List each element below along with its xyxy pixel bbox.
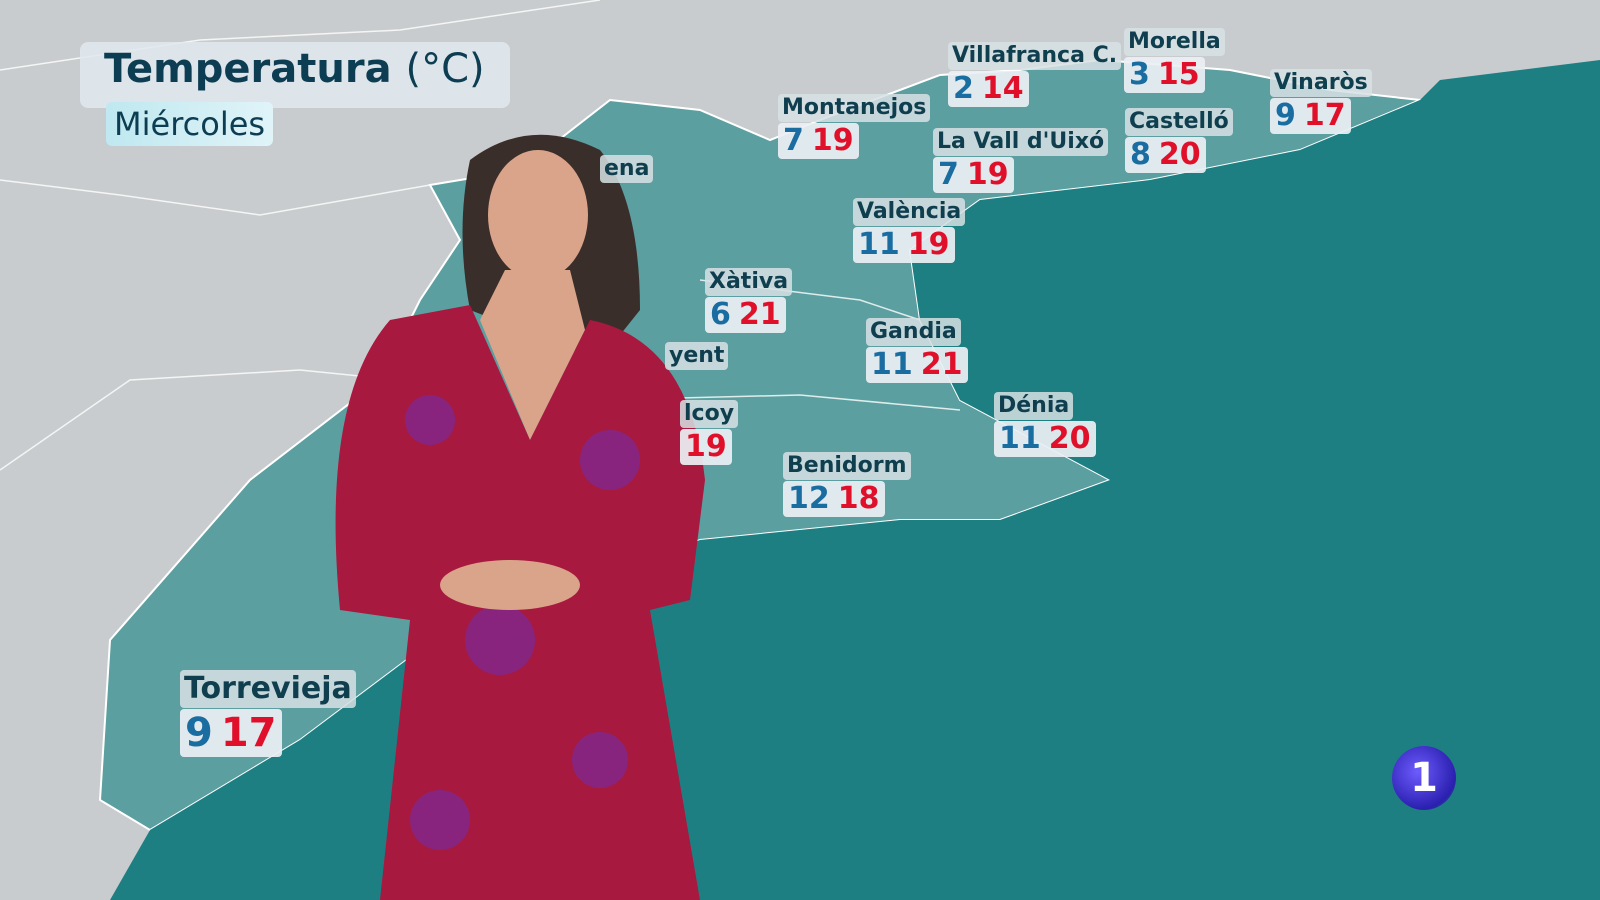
temperature-pair: 11 21: [866, 347, 968, 383]
city-name: Villafranca C.: [948, 42, 1122, 70]
city-name: Gandia: [866, 318, 961, 346]
temperature-pair: 6 21: [705, 297, 786, 333]
city-forecast: Xàtiva 6 21: [705, 268, 793, 333]
max-temp: 17: [1303, 98, 1346, 133]
city-name: Dénia: [994, 392, 1074, 420]
min-temp: 11: [871, 347, 913, 382]
dress-pattern: [405, 395, 640, 850]
city-name: Montanejos: [778, 94, 931, 122]
channel-logo: 1: [1392, 746, 1456, 810]
title-banner: Temperatura (°C): [80, 42, 510, 108]
max-temp: 18: [837, 481, 880, 516]
city-name: Xàtiva: [705, 268, 793, 296]
min-temp: 9: [185, 710, 213, 756]
city-forecast: Morella 3 15: [1124, 28, 1225, 93]
city-name: Benidorm: [783, 452, 911, 480]
max-temp: 21: [920, 347, 963, 382]
city-forecast: Montanejos 7 19: [778, 94, 931, 159]
max-temp: 20: [1048, 421, 1091, 456]
presenter-neck: [480, 270, 585, 440]
max-temp: 21: [738, 297, 781, 332]
min-temp: 8: [1130, 137, 1151, 172]
temperature-pair: 2 14: [948, 71, 1029, 107]
city-label-partial: yent: [665, 342, 729, 370]
min-temp: 11: [858, 227, 900, 262]
max-temp: 15: [1157, 57, 1200, 92]
city-forecast: Vinaròs 9 17: [1270, 69, 1372, 134]
max-temp: 14: [981, 71, 1024, 106]
presenter-hands: [440, 560, 580, 610]
temperature-pair: 9 17: [1270, 98, 1351, 134]
city-name: València: [853, 198, 966, 226]
city-forecast: Villafranca C. 2 14: [948, 42, 1122, 107]
max-temp: 19: [907, 227, 950, 262]
temperature-pair: 11 19: [853, 227, 955, 263]
max-temp: 17: [220, 710, 277, 756]
city-label-partial: lcoy 19: [680, 400, 739, 465]
temperature-pair: 3 15: [1124, 57, 1205, 93]
city-name: Castelló: [1125, 108, 1233, 136]
presenter-face: [488, 150, 588, 280]
city-name: Vinaròs: [1270, 69, 1372, 97]
city-forecast: Benidorm 12 18: [783, 452, 911, 517]
day-label: Miércoles: [106, 102, 274, 146]
min-temp: 2: [953, 71, 974, 106]
city-forecast: Torrevieja 9 17: [180, 670, 356, 757]
min-temp: 12: [788, 481, 830, 516]
title-unit: (°C): [405, 46, 485, 92]
min-temp: 7: [938, 157, 959, 192]
temperature-pair: 9 17: [180, 709, 282, 757]
max-temp: 19: [811, 123, 854, 158]
min-temp: 9: [1275, 98, 1296, 133]
city-forecast: Dénia 11 20: [994, 392, 1096, 457]
temperature-pair: 7 19: [933, 157, 1014, 193]
min-temp: 3: [1129, 57, 1150, 92]
temperature-pair: 7 19: [778, 123, 859, 159]
city-name: Torrevieja: [180, 670, 356, 708]
city-forecast: La Vall d'Uixó 7 19: [933, 128, 1109, 193]
temperature-pair: 8 20: [1125, 137, 1206, 173]
temperature-pair: 12 18: [783, 481, 885, 517]
city-forecast: Gandia 11 21: [866, 318, 968, 383]
max-temp: 19: [966, 157, 1009, 192]
max-temp: 20: [1158, 137, 1201, 172]
temperature-pair: 11 20: [994, 421, 1096, 457]
city-name: La Vall d'Uixó: [933, 128, 1109, 156]
title: Temperatura: [104, 46, 392, 92]
min-temp: 6: [710, 297, 731, 332]
city-forecast: València 11 19: [853, 198, 966, 263]
min-temp: 11: [999, 421, 1041, 456]
city-forecast: Castelló 8 20: [1125, 108, 1233, 173]
city-label-partial: ena: [600, 155, 654, 183]
city-name: Morella: [1124, 28, 1225, 56]
min-temp: 7: [783, 123, 804, 158]
